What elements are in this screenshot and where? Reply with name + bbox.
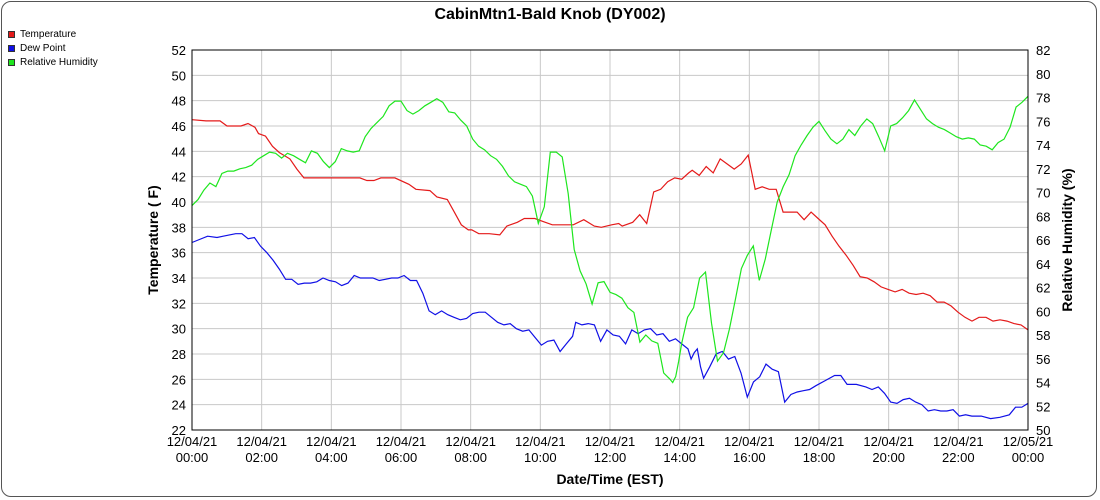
series-line-dew-point xyxy=(191,233,1029,420)
x-tick-date: 12/04/21 xyxy=(306,434,357,449)
legend-label-dew-point: Dew Point xyxy=(20,42,66,54)
x-tick-date: 12/04/21 xyxy=(863,434,914,449)
y-left-tick-label: 26 xyxy=(172,372,186,387)
x-tick-time: 10:00 xyxy=(524,450,557,465)
legend-item-dew-point: Dew Point xyxy=(8,41,98,55)
y-axis-left-title: Temperature ( F) xyxy=(145,185,161,294)
y-right-tick-label: 70 xyxy=(1036,186,1050,201)
x-axis-title: Date/Time (EST) xyxy=(556,471,663,487)
y-left-tick-label: 48 xyxy=(172,94,186,109)
legend-label-relative-humidity: Relative Humidity xyxy=(20,56,98,68)
x-tick-date: 12/04/21 xyxy=(585,434,636,449)
legend: Temperature Dew Point Relative Humidity xyxy=(8,27,98,69)
y-left-tick-label: 34 xyxy=(172,271,186,286)
x-axis-ticks: 12/04/2100:0012/04/2102:0012/04/2104:001… xyxy=(167,434,1054,465)
y-left-tick-label: 50 xyxy=(172,68,186,83)
x-tick-time: 06:00 xyxy=(385,450,418,465)
y-left-tick-label: 24 xyxy=(172,398,186,413)
y-left-tick-label: 46 xyxy=(172,119,186,134)
x-tick-date: 12/04/21 xyxy=(515,434,566,449)
x-tick-date: 12/05/21 xyxy=(1003,434,1054,449)
grid xyxy=(191,49,1029,431)
x-tick-date: 12/04/21 xyxy=(167,434,218,449)
chart-title: CabinMtn1-Bald Knob (DY002) xyxy=(434,6,665,23)
legend-item-relative-humidity: Relative Humidity xyxy=(8,55,98,69)
x-tick-time: 20:00 xyxy=(872,450,905,465)
y-left-tick-label: 44 xyxy=(172,144,186,159)
x-tick-date: 12/04/21 xyxy=(933,434,984,449)
y-right-tick-label: 72 xyxy=(1036,162,1050,177)
legend-swatch-dew-point xyxy=(8,44,15,52)
x-tick-time: 02:00 xyxy=(245,450,278,465)
x-tick-date: 12/04/21 xyxy=(236,434,287,449)
x-tick-time: 22:00 xyxy=(942,450,975,465)
y-axis-right-ticks: 50 52 54 56 58 60 62 64 66 68 70 72 74 76 78 80 82 xyxy=(1036,43,1050,438)
y-left-tick-label: 22 xyxy=(172,423,186,438)
y-right-tick-label: 50 xyxy=(1036,423,1050,438)
x-tick-time: 00:00 xyxy=(176,450,209,465)
y-right-tick-label: 60 xyxy=(1036,304,1050,319)
x-tick-time: 08:00 xyxy=(454,450,487,465)
x-tick-time: 14:00 xyxy=(663,450,696,465)
y-left-tick-label: 28 xyxy=(172,347,186,362)
y-left-tick-label: 52 xyxy=(172,43,186,58)
y-right-tick-label: 82 xyxy=(1036,43,1050,58)
legend-swatch-relative-humidity xyxy=(8,58,15,66)
y-right-tick-label: 56 xyxy=(1036,352,1050,367)
x-tick-time: 18:00 xyxy=(803,450,836,465)
x-tick-time: 00:00 xyxy=(1012,450,1045,465)
x-tick-time: 16:00 xyxy=(733,450,766,465)
y-right-tick-label: 62 xyxy=(1036,281,1050,296)
y-left-tick-label: 30 xyxy=(172,322,186,337)
y-right-tick-label: 58 xyxy=(1036,328,1050,343)
y-right-tick-label: 52 xyxy=(1036,399,1050,414)
y-axis-left-ticks: 22 24 26 28 30 32 34 36 38 40 42 44 46 48 50 52 xyxy=(172,43,186,438)
y-right-tick-label: 80 xyxy=(1036,67,1050,82)
y-right-tick-label: 74 xyxy=(1036,138,1050,153)
series-layer xyxy=(191,95,1029,420)
x-tick-date: 12/04/21 xyxy=(445,434,496,449)
y-right-tick-label: 78 xyxy=(1036,91,1050,106)
y-right-tick-label: 64 xyxy=(1036,257,1050,272)
y-axis-right-title: Relative Humidity (%) xyxy=(1059,168,1075,311)
y-left-tick-label: 32 xyxy=(172,296,186,311)
legend-swatch-temperature xyxy=(8,30,15,38)
plot-border xyxy=(191,49,1029,431)
x-tick-date: 12/04/21 xyxy=(724,434,775,449)
y-right-tick-label: 76 xyxy=(1036,114,1050,129)
x-tick-date: 12/04/21 xyxy=(794,434,845,449)
y-left-tick-label: 42 xyxy=(172,170,186,185)
series-line-relative-humidity xyxy=(191,95,1029,384)
x-tick-date: 12/04/21 xyxy=(654,434,705,449)
y-left-tick-label: 40 xyxy=(172,195,186,210)
y-left-tick-label: 38 xyxy=(172,220,186,235)
legend-item-temperature: Temperature xyxy=(8,27,98,41)
y-right-tick-label: 68 xyxy=(1036,209,1050,224)
y-right-tick-label: 54 xyxy=(1036,376,1050,391)
y-right-tick-label: 66 xyxy=(1036,233,1050,248)
y-left-tick-label: 36 xyxy=(172,246,186,261)
series-line-temperature xyxy=(191,119,1029,331)
x-tick-time: 12:00 xyxy=(594,450,627,465)
x-tick-time: 04:00 xyxy=(315,450,348,465)
legend-label-temperature: Temperature xyxy=(20,28,77,40)
x-tick-date: 12/04/21 xyxy=(376,434,427,449)
